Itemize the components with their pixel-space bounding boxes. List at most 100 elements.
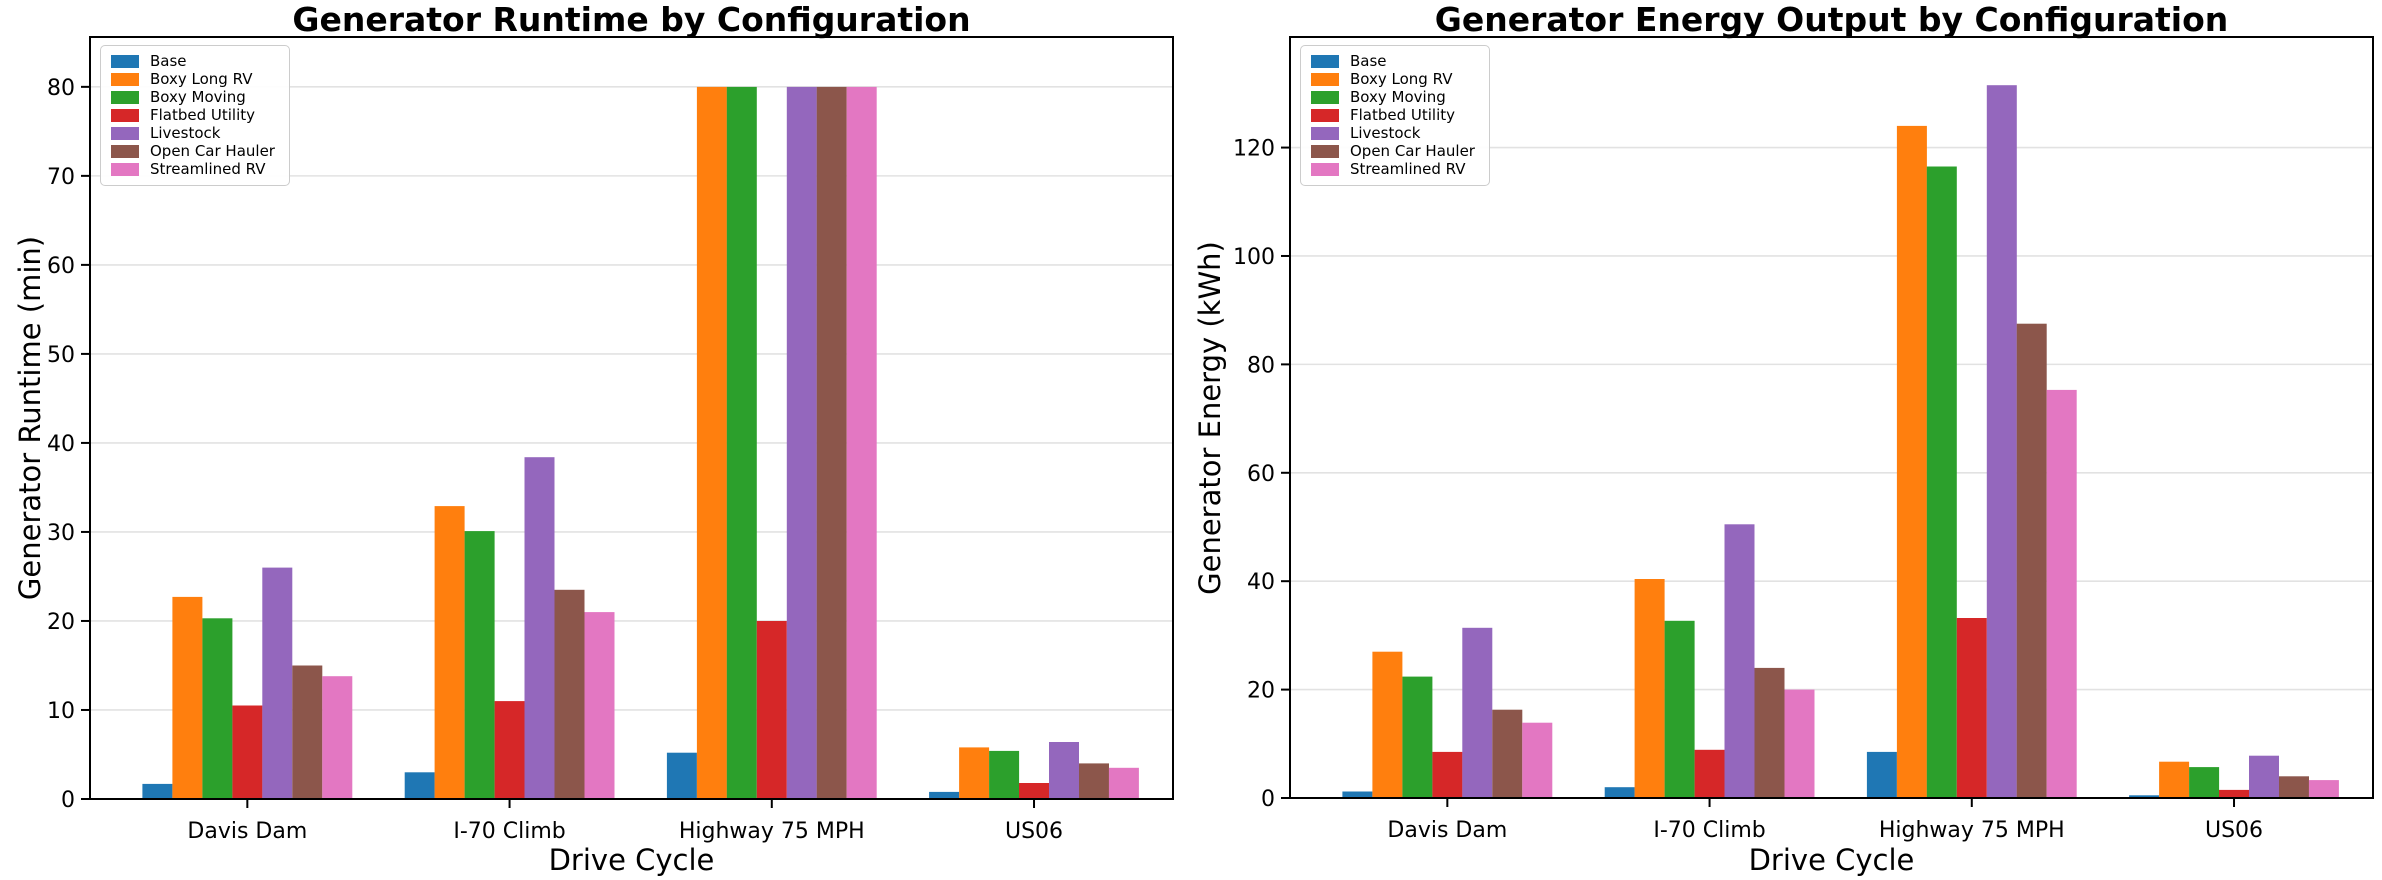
legend-item: Boxy Moving (111, 90, 275, 105)
bar-open-car-hauler-us06 (1079, 763, 1109, 799)
bar-boxy-long-rv-i-70-climb (434, 506, 465, 799)
bar-livestock-us06 (1049, 742, 1079, 799)
legend-swatch (1311, 127, 1339, 140)
bar-open-car-hauler-highway-75-mph (816, 86, 847, 799)
y-tick-label: 80 (47, 76, 75, 101)
legend-item: Livestock (111, 124, 275, 142)
legend-swatch (1311, 73, 1339, 86)
legend-swatch (111, 55, 139, 68)
legend-label: Open Car Hauler (1350, 142, 1475, 160)
bar-streamlined-rv-i-70-climb (1784, 689, 1815, 798)
legend-label: Boxy Long RV (1350, 70, 1453, 88)
legend-swatch (111, 73, 139, 86)
axes-spines (1289, 36, 2374, 799)
legend-swatch (1311, 91, 1339, 104)
bar-flatbed-utility-us06 (2219, 789, 2249, 798)
y-axis-label-runtime: Generator Runtime (min) (13, 235, 47, 601)
bar-boxy-long-rv-davis-dam (1372, 651, 1403, 798)
bar-base-us06 (929, 791, 960, 799)
legend-item: Boxy Long RV (111, 70, 275, 88)
bar-boxy-moving-davis-dam (202, 618, 233, 799)
legend-item: Streamlined RV (111, 160, 275, 178)
bar-boxy-long-rv-us06 (2159, 761, 2190, 798)
y-tick-label: 40 (1247, 570, 1275, 595)
legend-item: Open Car Hauler (1311, 142, 1475, 160)
bar-streamlined-rv-davis-dam (1522, 722, 1553, 798)
y-tick-label: 120 (1233, 137, 1275, 162)
legend-label: Base (150, 52, 187, 70)
legend-label: Streamlined RV (150, 160, 266, 178)
y-tick-label: 20 (47, 610, 75, 635)
x-tick-label: I-70 Climb (1653, 818, 1765, 843)
bar-boxy-moving-i-70-climb (1664, 620, 1695, 798)
y-tick-label: 30 (47, 521, 75, 546)
bar-flatbed-utility-highway-75-mph (1956, 618, 1987, 798)
bar-open-car-hauler-highway-75-mph (2016, 323, 2047, 798)
legend-swatch (1311, 109, 1339, 122)
bar-base-highway-75-mph (1866, 751, 1897, 798)
bar-flatbed-utility-highway-75-mph (756, 621, 787, 799)
bar-open-car-hauler-davis-dam (292, 665, 323, 799)
legend-label: Flatbed Utility (1350, 106, 1456, 124)
legend-swatch (1311, 163, 1339, 176)
bar-boxy-moving-us06 (2189, 767, 2220, 798)
bar-flatbed-utility-i-70-climb (1694, 749, 1725, 798)
legend-swatch (1311, 145, 1339, 158)
legend-swatch (111, 127, 139, 140)
legend-item: Livestock (1311, 126, 1475, 141)
legend-label: Boxy Long RV (150, 70, 253, 88)
bar-boxy-long-rv-davis-dam (172, 596, 203, 799)
x-tick-label: US06 (1005, 819, 1063, 844)
bar-livestock-highway-75-mph (1986, 85, 2017, 798)
bar-livestock-davis-dam (262, 567, 293, 799)
legend-swatch (1311, 55, 1339, 68)
legend-energy: Base Boxy Long RV Boxy Moving Flatbed Utili… (1300, 45, 1490, 186)
legend-label: Open Car Hauler (150, 142, 275, 160)
legend-label: Streamlined RV (1350, 160, 1466, 178)
bar-boxy-moving-highway-75-mph (726, 86, 757, 799)
y-tick-label: 0 (61, 788, 75, 813)
bar-flatbed-utility-davis-dam (1432, 751, 1463, 798)
x-axis-label-energy: Drive Cycle (1748, 843, 1915, 877)
bar-base-highway-75-mph (666, 752, 697, 799)
legend-label: Base (1350, 52, 1387, 70)
chart-0: 0 10 20 30 40 50 60 70 80 Davis Dam I-70 Climb High… (47, 36, 1174, 844)
legend-label: Livestock (150, 124, 221, 142)
y-tick-label: 10 (47, 699, 75, 724)
legend-runtime: Base Boxy Long RV Boxy Moving Flatbed Utili… (100, 45, 290, 186)
bar-boxy-moving-us06 (989, 750, 1020, 799)
y-tick-label: 0 (1261, 787, 1275, 812)
y-tick-label: 20 (1247, 679, 1275, 704)
bar-base-davis-dam (142, 783, 173, 799)
bar-streamlined-rv-us06 (1108, 767, 1139, 799)
bar-flatbed-utility-i-70-climb (494, 701, 525, 799)
bar-open-car-hauler-i-70-climb (1754, 667, 1785, 798)
chart-1: 0 20 40 60 80 100 120 Davis Dam I-70 Climb Highwa… (1233, 36, 2374, 843)
chart-title-runtime: Generator Runtime by Configuration (292, 0, 971, 39)
bar-streamlined-rv-highway-75-mph (846, 86, 877, 799)
bar-base-us06 (2129, 795, 2160, 798)
legend-swatch (111, 163, 139, 176)
legend-item: Streamlined RV (1311, 160, 1475, 178)
x-tick-label: US06 (2205, 818, 2263, 843)
axes-spines (89, 36, 1174, 800)
y-axis-label-energy: Generator Energy (kWh) (1193, 241, 1227, 595)
bar-flatbed-utility-davis-dam (232, 705, 263, 799)
bar-livestock-i-70-climb (524, 457, 555, 799)
y-tick-label: 80 (1247, 353, 1275, 378)
bar-livestock-us06 (2249, 755, 2279, 798)
bar-boxy-moving-highway-75-mph (1926, 166, 1957, 798)
y-tick-label: 60 (47, 254, 75, 279)
legend-item: Open Car Hauler (111, 142, 275, 160)
y-tick-label: 100 (1233, 245, 1275, 270)
bar-streamlined-rv-davis-dam (322, 676, 353, 799)
bar-streamlined-rv-us06 (2308, 780, 2339, 798)
bar-streamlined-rv-i-70-climb (584, 612, 615, 799)
legend-label: Flatbed Utility (150, 106, 256, 124)
x-tick-label: Davis Dam (1387, 818, 1507, 843)
y-tick-label: 70 (47, 165, 75, 190)
legend-swatch (111, 91, 139, 104)
x-tick-label: Highway 75 MPH (679, 819, 865, 844)
bar-livestock-davis-dam (1462, 627, 1493, 798)
bar-boxy-moving-davis-dam (1402, 676, 1433, 798)
